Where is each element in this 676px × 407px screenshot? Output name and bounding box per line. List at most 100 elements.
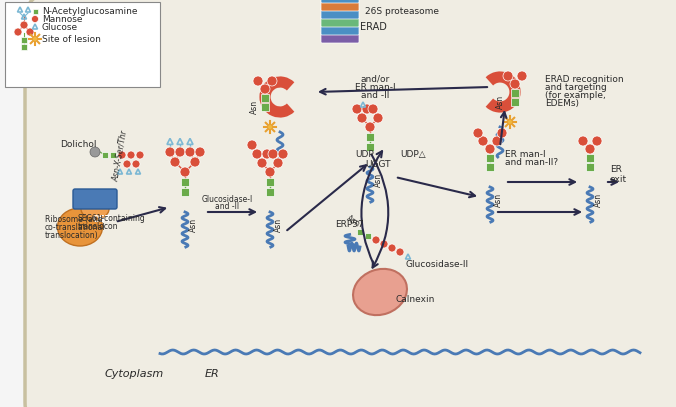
Circle shape [26,28,34,36]
Text: Asn: Asn [496,95,505,109]
FancyBboxPatch shape [181,188,189,196]
Text: ER: ER [205,369,220,379]
Ellipse shape [57,208,103,246]
Text: OST: OST [93,214,112,223]
Circle shape [32,15,39,22]
Circle shape [362,104,372,114]
FancyBboxPatch shape [365,233,371,239]
FancyBboxPatch shape [586,154,594,162]
Circle shape [247,140,257,150]
FancyBboxPatch shape [261,103,269,111]
Circle shape [492,136,502,146]
Circle shape [396,248,404,256]
Text: N-Acetylglucosamine: N-Acetylglucosamine [42,7,137,15]
Text: UDP: UDP [355,150,374,159]
FancyBboxPatch shape [511,89,519,97]
Text: Asn-X-Ser/Thr: Asn-X-Ser/Thr [111,129,129,182]
Circle shape [578,136,588,146]
FancyBboxPatch shape [181,178,189,186]
Text: Asn: Asn [250,100,259,114]
Text: Asn: Asn [594,193,603,207]
FancyBboxPatch shape [73,189,117,209]
FancyBboxPatch shape [266,188,274,196]
Text: and/or: and/or [360,75,389,84]
FancyBboxPatch shape [321,8,359,19]
Text: translocation): translocation) [45,231,99,240]
Text: 26S proteasome: 26S proteasome [365,7,439,17]
FancyBboxPatch shape [321,24,359,35]
Text: ER man-I: ER man-I [355,83,395,92]
Circle shape [352,104,362,114]
Circle shape [253,76,263,86]
Circle shape [267,76,277,86]
Circle shape [585,144,595,154]
Circle shape [517,71,527,81]
FancyBboxPatch shape [102,152,108,158]
Circle shape [278,149,288,159]
FancyBboxPatch shape [261,94,269,102]
FancyBboxPatch shape [486,154,494,162]
Ellipse shape [353,269,407,315]
Text: Mannose: Mannose [42,15,82,24]
Circle shape [20,21,28,29]
Circle shape [365,122,375,132]
Text: Calnexin: Calnexin [395,295,435,304]
Circle shape [123,160,131,168]
FancyBboxPatch shape [266,178,274,186]
Text: (for example,: (for example, [545,91,606,100]
Text: Glucosidase-I: Glucosidase-I [202,195,253,204]
FancyBboxPatch shape [110,152,116,158]
Text: Dolichol: Dolichol [60,140,97,149]
FancyBboxPatch shape [321,0,359,11]
Text: ER
exit: ER exit [610,164,627,184]
FancyBboxPatch shape [366,133,374,141]
Circle shape [170,157,180,167]
Circle shape [180,167,190,177]
Circle shape [132,160,140,168]
Circle shape [273,158,283,168]
Circle shape [175,147,185,157]
Circle shape [195,147,205,157]
Text: co-translational: co-translational [45,223,105,232]
Circle shape [265,167,275,177]
Circle shape [127,151,135,159]
Circle shape [262,149,272,159]
Text: Asn: Asn [345,214,362,229]
Text: ERP57: ERP57 [335,220,364,229]
Circle shape [257,158,267,168]
Ellipse shape [81,199,109,219]
Text: Glucose: Glucose [42,22,78,31]
FancyBboxPatch shape [586,163,594,171]
Circle shape [380,240,388,248]
FancyBboxPatch shape [366,143,374,151]
Circle shape [190,157,200,167]
Text: Ribosome (and: Ribosome (and [45,215,103,224]
Circle shape [165,147,175,157]
FancyBboxPatch shape [21,37,27,43]
Text: Asn: Asn [374,173,383,187]
Circle shape [510,79,520,89]
Circle shape [368,104,378,114]
FancyBboxPatch shape [21,44,27,50]
Circle shape [485,144,495,154]
Circle shape [14,28,22,36]
Circle shape [268,125,272,129]
FancyBboxPatch shape [321,0,359,3]
Circle shape [136,151,144,159]
Circle shape [497,128,507,138]
Text: Asn: Asn [494,193,503,207]
FancyBboxPatch shape [25,0,676,407]
Circle shape [372,236,380,244]
FancyBboxPatch shape [511,98,519,106]
Text: and -II: and -II [361,91,389,100]
Circle shape [118,151,126,159]
Text: Asn: Asn [274,218,283,232]
Circle shape [373,113,383,123]
Circle shape [473,128,483,138]
Circle shape [592,136,602,146]
Text: ERAD recognition: ERAD recognition [545,75,624,84]
Text: Cytoplasm: Cytoplasm [105,369,164,379]
FancyBboxPatch shape [486,163,494,171]
Circle shape [268,149,278,159]
Circle shape [90,147,100,157]
